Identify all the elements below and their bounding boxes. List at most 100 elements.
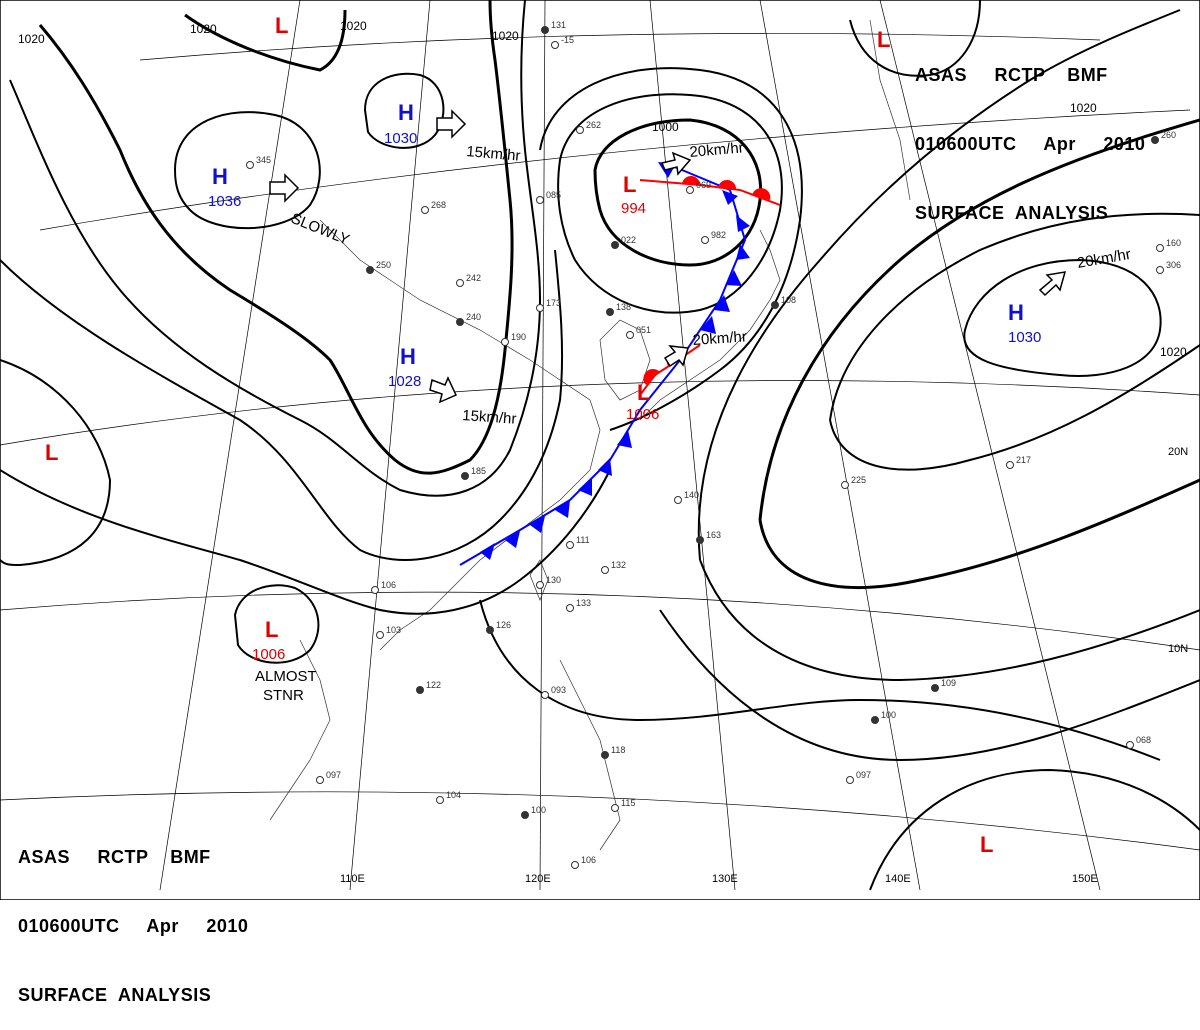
station-value: 163: [706, 530, 721, 540]
warm-front-semicircle: [643, 368, 660, 385]
station-value: 100: [881, 710, 896, 720]
station-marker: [1151, 136, 1159, 144]
station-value: 068: [1136, 735, 1151, 745]
station-value: 109: [941, 678, 956, 688]
latitude-label: 20N: [1168, 446, 1188, 458]
isobar-east-4: [659, 609, 1200, 762]
isobar-east-3b: [699, 559, 1200, 682]
cold-front: [459, 162, 750, 566]
station-marker: [461, 472, 469, 480]
low-center-letter: L: [980, 832, 993, 857]
motion-label: 15km/hr: [462, 407, 517, 428]
station-value: 173: [546, 298, 561, 308]
station-marker: [611, 804, 619, 812]
station-value: 133: [576, 598, 591, 608]
isobar-ring-h1036: [173, 111, 321, 230]
motion-label: 15km/hr: [466, 143, 521, 165]
station-marker: [1156, 244, 1164, 252]
station-marker: [576, 126, 584, 134]
cold-front-triangle: [736, 215, 750, 232]
grid-labels: 110E 120E 130E 140E 150E 20N 10N: [340, 446, 1188, 885]
low-center-letter: L: [45, 440, 58, 465]
station-marker: [536, 304, 544, 312]
header-line-3: SURFACE ANALYSIS: [915, 203, 1109, 223]
latitude-line-40n: [139, 32, 1101, 61]
station-marker: [541, 691, 549, 699]
cold-front-triangle: [578, 477, 592, 496]
isobar-ring-h1030-north: [363, 72, 445, 149]
high-center-letter: H: [398, 100, 414, 125]
cold-front-triangle: [530, 516, 545, 533]
cold-front-triangle: [505, 531, 520, 548]
isobar-label: 1020: [1070, 101, 1097, 115]
station-marker: [456, 279, 464, 287]
station-marker: [246, 161, 254, 169]
longitude-line-110e: [349, 0, 431, 891]
station-plots: 131 -15 345 250 242 268 240 173 085 138 051 190 185 1…: [246, 20, 1181, 869]
weather-map: 1020 1020 1020 1020 1020 1000 1020: [0, 0, 1200, 900]
station-marker: [1156, 266, 1164, 274]
coastline-china: [319, 219, 601, 651]
station-marker: [686, 186, 694, 194]
station-value: 190: [511, 332, 526, 342]
station-value: 262: [586, 120, 601, 130]
station-marker: [846, 776, 854, 784]
cold-front-line: [459, 164, 747, 566]
isobar-ring-h1030-east: [963, 258, 1162, 377]
station-marker: [536, 196, 544, 204]
station-value: 160: [1166, 238, 1181, 248]
station-marker: [366, 266, 374, 274]
low-center-value: 994: [621, 200, 646, 217]
isobar-ring-l1006-sw: [233, 584, 320, 664]
isobar-east-1: [829, 212, 1200, 421]
header-bottom-left: ASAS RCTP BMF 010600UTC Apr 2010 SURFACE…: [18, 800, 248, 1030]
cold-front-triangle: [700, 316, 716, 334]
station-marker: [316, 776, 324, 784]
low-center-letter: L: [877, 27, 890, 52]
latitude-line-10n: [0, 591, 1200, 651]
station-marker: [551, 41, 559, 49]
low-center-letter: L: [275, 13, 288, 38]
station-value: 111: [576, 535, 590, 545]
station-marker: [486, 626, 494, 634]
station-value: 217: [1016, 455, 1031, 465]
station-value: 240: [466, 312, 481, 322]
header-line-3: SURFACE ANALYSIS: [18, 985, 212, 1005]
station-marker: [871, 716, 879, 724]
high-center-letter: H: [1008, 300, 1024, 325]
isobar-outer-west-2: [0, 249, 564, 561]
longitude-line-100e: [159, 0, 301, 891]
station-value: 131: [551, 20, 566, 30]
high-center-value: 1030: [384, 130, 417, 147]
station-marker: [376, 631, 384, 639]
coastline-philippines: [559, 659, 621, 851]
isobar-1020-west: [38, 0, 514, 475]
station-value: 118: [611, 745, 625, 755]
station-value: 140: [684, 490, 699, 500]
station-value: 345: [256, 155, 271, 165]
isobar-east-2b: [758, 478, 1200, 589]
header-line-2: 010600UTC Apr 2010: [915, 134, 1146, 154]
station-marker: [1126, 741, 1134, 749]
isobar-ring-low-west: [0, 359, 112, 567]
station-value: 138: [616, 302, 631, 312]
station-value: 250: [376, 260, 391, 270]
cold-front-triangle: [617, 430, 632, 448]
motion-arrow-icon: [436, 109, 467, 139]
header-line-2: 010600UTC Apr 2010: [18, 916, 249, 936]
coastline-japan: [639, 229, 781, 421]
high-center-value: 1030: [1008, 329, 1041, 346]
station-marker: [536, 581, 544, 589]
isobar-outer-west: [9, 0, 542, 497]
station-marker: [501, 338, 509, 346]
station-marker: [674, 496, 682, 504]
isobar-1020-top: [184, 9, 347, 72]
isobar-label: 1020: [18, 32, 45, 46]
low-center-letter: L: [623, 172, 636, 197]
warm-front-semicircle: [752, 188, 771, 200]
note-label: STNR: [263, 687, 304, 704]
isobar-east-1b: [829, 344, 1200, 471]
motion-arrows: [269, 109, 1067, 404]
station-value: 104: [446, 790, 461, 800]
station-marker: [771, 301, 779, 309]
